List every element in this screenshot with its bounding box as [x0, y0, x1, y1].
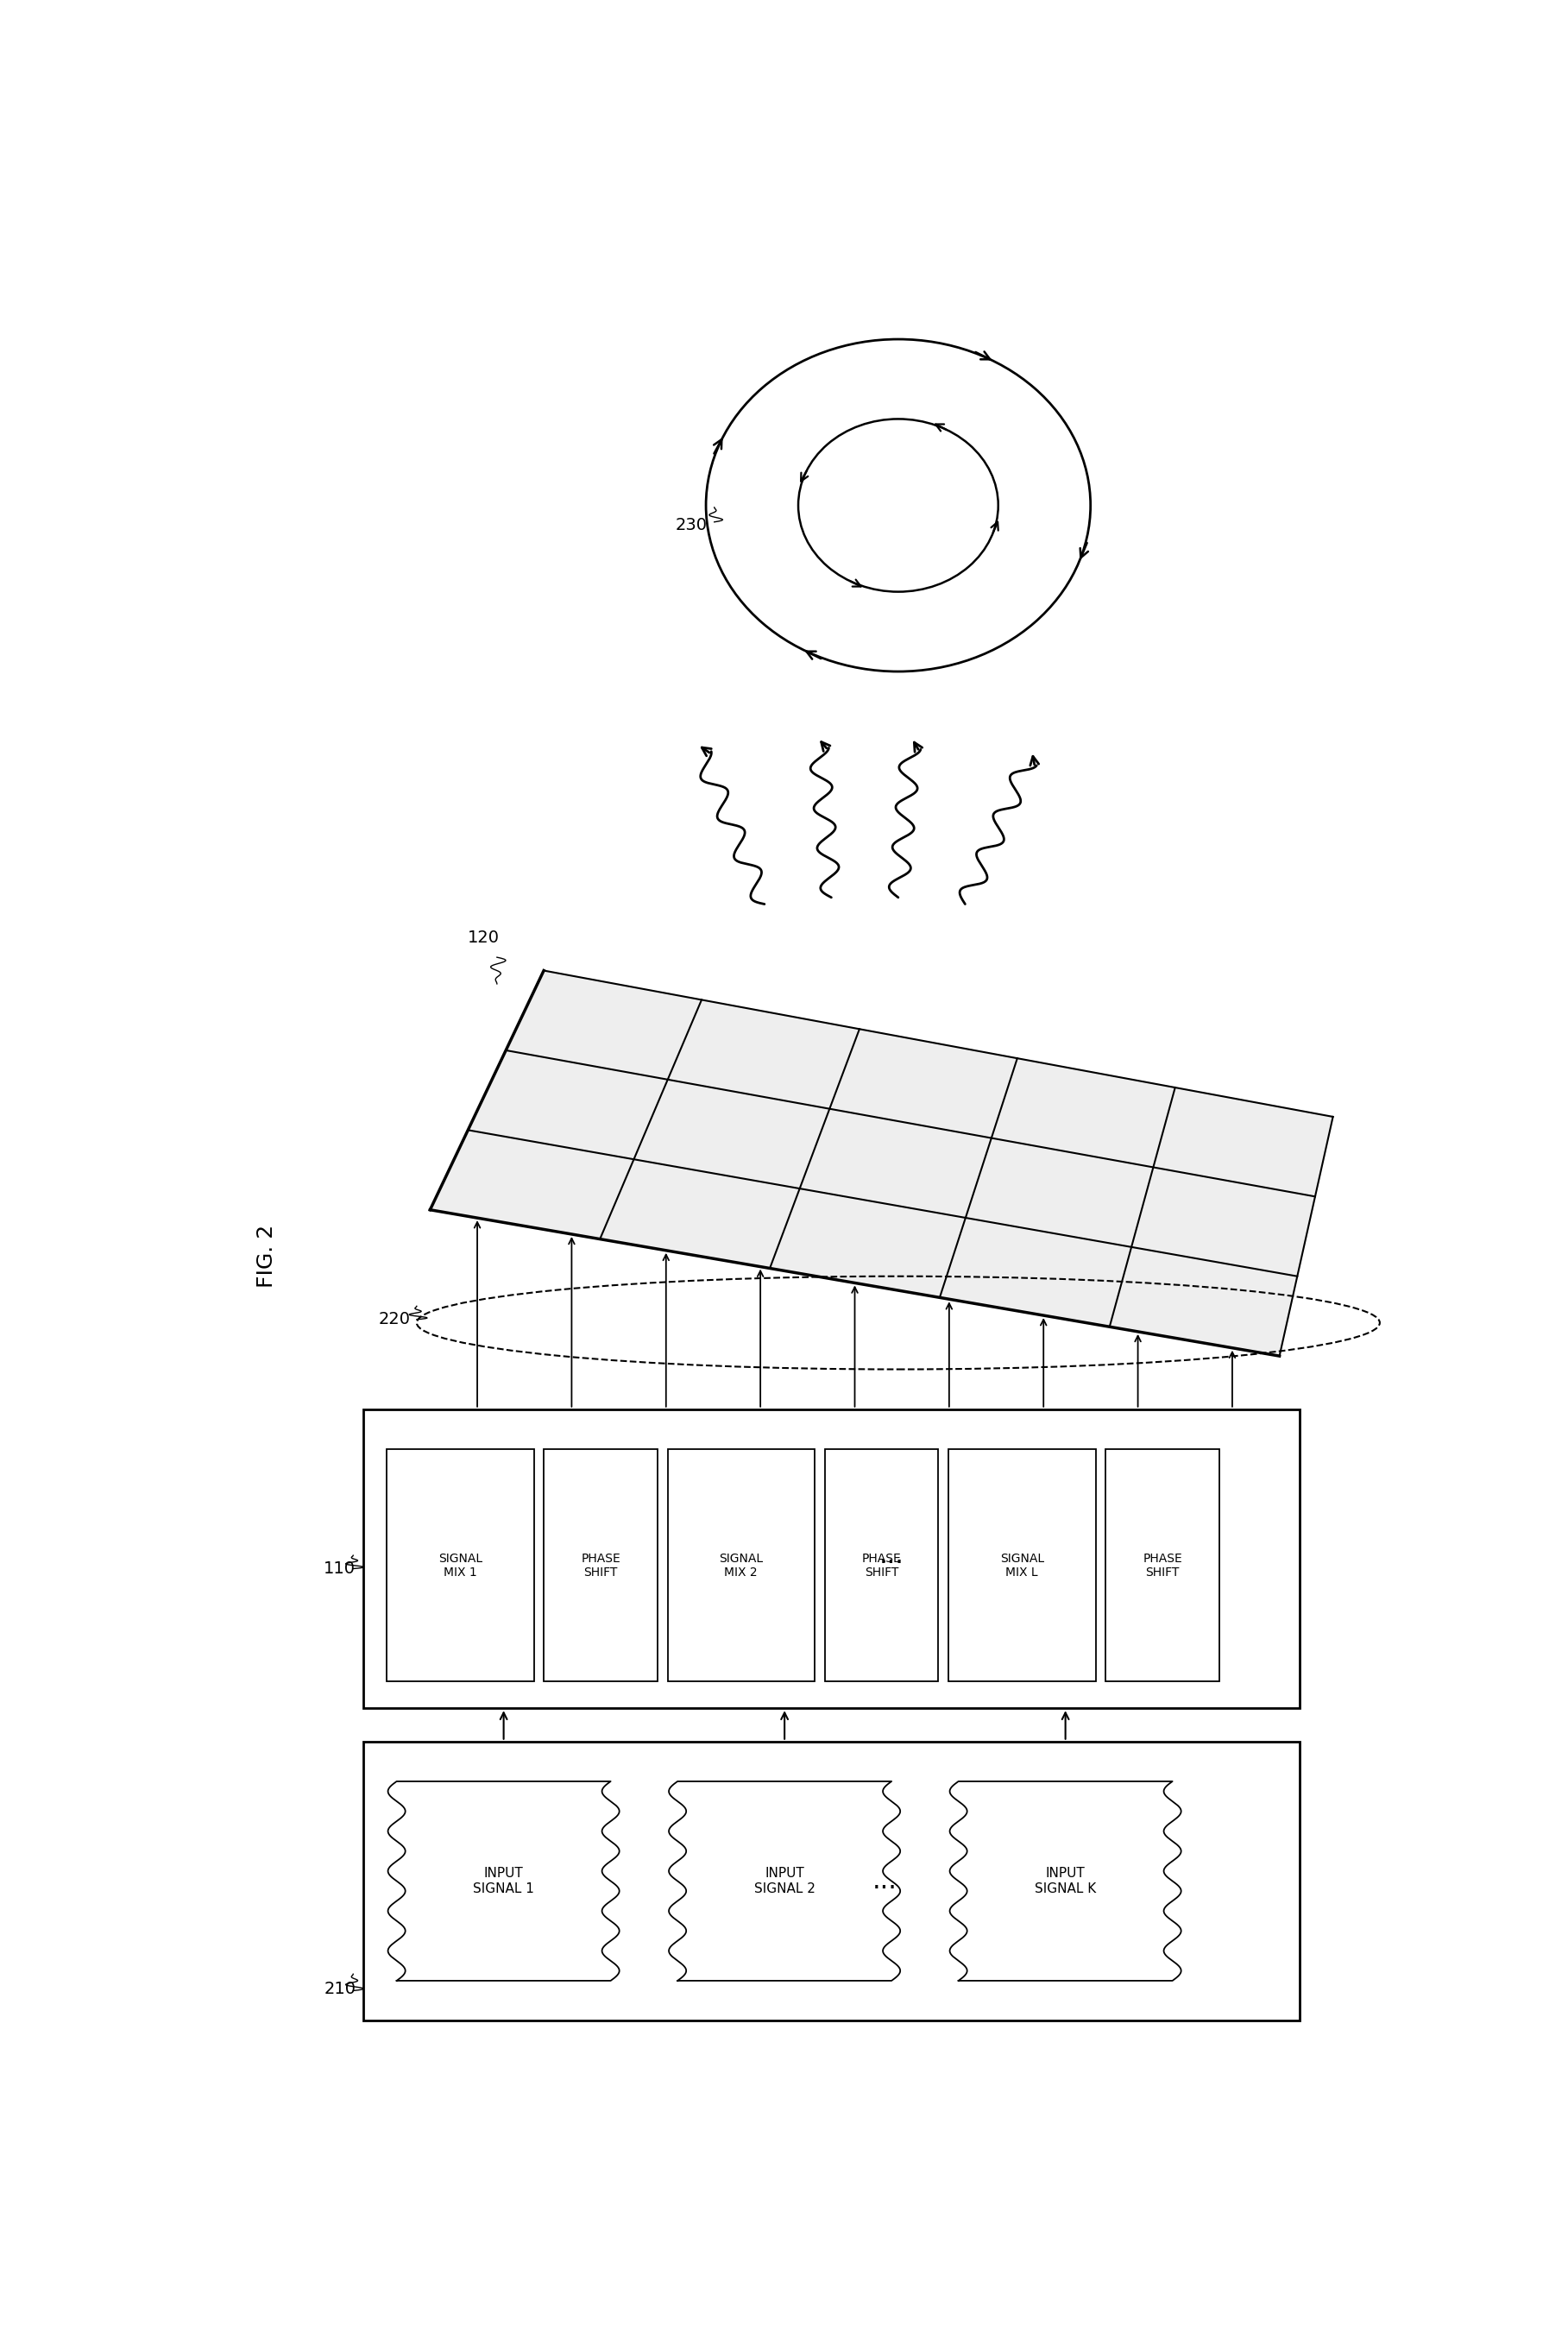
Text: 110: 110 [325, 1559, 356, 1576]
Polygon shape [829, 1029, 1018, 1137]
Polygon shape [668, 999, 859, 1109]
Text: ...: ... [880, 1543, 905, 1569]
Polygon shape [966, 1137, 1154, 1248]
Bar [364, 1742, 1300, 2021]
Polygon shape [1154, 1088, 1333, 1196]
Polygon shape [770, 1189, 966, 1297]
Bar [668, 1449, 815, 1681]
Text: PHASE
SHIFT: PHASE SHIFT [862, 1552, 902, 1578]
Text: INPUT
SIGNAL K: INPUT SIGNAL K [1035, 1867, 1096, 1895]
Polygon shape [991, 1058, 1174, 1168]
Polygon shape [387, 1782, 619, 1982]
Text: ...: ... [872, 1869, 897, 1892]
Text: 220: 220 [378, 1311, 409, 1327]
Polygon shape [950, 1782, 1181, 1982]
Text: INPUT
SIGNAL 2: INPUT SIGNAL 2 [754, 1867, 815, 1895]
Text: PHASE
SHIFT: PHASE SHIFT [1143, 1552, 1182, 1578]
Polygon shape [939, 1217, 1132, 1327]
Polygon shape [601, 1158, 800, 1269]
Polygon shape [633, 1079, 829, 1189]
Polygon shape [800, 1109, 991, 1217]
Polygon shape [670, 1782, 900, 1982]
Bar [825, 1449, 938, 1681]
Polygon shape [1110, 1248, 1297, 1355]
Text: SIGNAL
MIX L: SIGNAL MIX L [1000, 1552, 1044, 1578]
Text: SIGNAL
MIX 2: SIGNAL MIX 2 [720, 1552, 764, 1578]
Polygon shape [1132, 1168, 1316, 1276]
Polygon shape [506, 971, 701, 1079]
Text: 210: 210 [325, 1982, 356, 1998]
Text: FIG. 2: FIG. 2 [256, 1224, 276, 1287]
Bar [364, 1409, 1300, 1707]
Bar [949, 1449, 1096, 1681]
Bar [544, 1449, 657, 1681]
Text: INPUT
SIGNAL 1: INPUT SIGNAL 1 [474, 1867, 535, 1895]
Text: 230: 230 [674, 518, 707, 535]
Polygon shape [467, 1051, 668, 1158]
Text: SIGNAL
MIX 1: SIGNAL MIX 1 [437, 1552, 483, 1578]
Polygon shape [430, 1130, 633, 1238]
Bar [1105, 1449, 1220, 1681]
Bar [387, 1449, 533, 1681]
Text: 120: 120 [467, 929, 500, 945]
Text: PHASE
SHIFT: PHASE SHIFT [580, 1552, 621, 1578]
